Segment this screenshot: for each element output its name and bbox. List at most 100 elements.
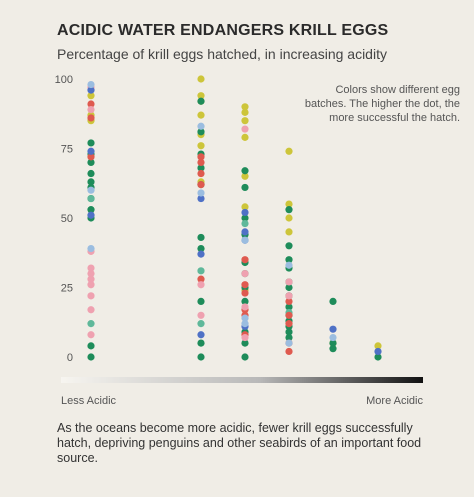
data-point-teal [87,320,95,328]
data-point-pink [87,105,95,114]
data-point-teal [241,219,249,228]
chart-subtitle: Percentage of krill eggs hatched, in inc… [57,46,387,62]
data-point-green [197,244,205,253]
data-point-blue [197,250,205,258]
data-point-yellow [241,117,249,125]
data-point-lightblue [241,236,249,244]
data-point-green [329,297,337,305]
data-point-green [241,297,249,305]
data-point-blue [241,228,249,236]
data-point-lightblue [241,320,249,328]
data-point-green [329,339,337,347]
data-point-green [241,353,249,361]
data-point-lightblue [87,244,95,253]
data-point-green [87,342,95,350]
data-point-green [241,183,249,192]
data-point-lightblue [87,186,95,194]
data-point-yellow [241,103,249,111]
data-point-lightblue [197,189,205,197]
data-point-pink [197,281,205,289]
y-tick-label: 25 [61,283,73,295]
data-point-red [87,153,95,161]
acidity-label-less: Less Acidic [61,395,117,407]
data-point-pink [241,125,249,133]
data-point-pink [241,270,249,278]
footer-caption: As the oceans become more acidic, fewer … [57,421,422,465]
data-point-red [285,320,293,328]
data-point-green [285,333,293,342]
data-point-lightblue [87,80,95,89]
data-point-blue [197,331,205,339]
data-point-blue [329,325,337,333]
data-point-pink [241,333,249,342]
data-point-green [241,167,249,175]
data-point-red [197,169,205,178]
data-point-green [87,206,95,214]
data-point-pink [87,270,95,278]
data-point-lightblue [197,122,205,130]
data-point-red [87,114,95,122]
data-point-red [285,311,293,319]
data-point-pink [197,311,205,319]
data-point-pink [87,306,95,314]
data-point-teal [87,194,95,203]
data-point-lightblue [241,314,249,322]
data-point-green [285,283,293,292]
data-point-green [197,128,205,136]
data-point-red [197,153,205,161]
data-point-green [285,206,293,214]
data-point-green [197,339,205,347]
data-point-blue [87,147,95,155]
data-point-yellow [374,342,382,350]
data-point-yellow [241,203,249,211]
data-point-green [197,164,205,172]
data-point-blue [197,194,205,203]
data-point-red [285,297,293,305]
data-point-pink [87,331,95,339]
data-point-green [197,233,205,242]
data-point-green [87,178,95,186]
chart-title: ACIDIC WATER ENDANGERS KRILL EGGS [57,22,389,39]
data-point-pink [87,281,95,289]
data-point-red [197,158,205,166]
scatter-chart: 0 25 50 75 100 [55,74,382,364]
data-point-blue [374,347,382,356]
data-point-yellow [197,111,205,119]
data-point-yellow [285,200,293,208]
data-point-lightblue [285,261,293,269]
data-point-green [87,158,95,166]
data-point-yellow [241,172,249,180]
data-point-red [241,289,249,297]
acidity-gradient-bar [61,377,423,383]
data-point-blue [87,211,95,219]
data-point-green [87,139,95,147]
data-point-green [197,353,205,361]
data-point-blue [241,208,249,217]
data-point-green [241,214,249,222]
data-point-red [87,100,95,108]
data-point-yellow [241,108,249,116]
acidity-label-more: More Acidic [366,395,423,407]
data-point-red [241,281,249,289]
data-point-green [285,303,293,311]
data-point-pink [285,292,293,300]
data-point-green [87,353,95,361]
chart-annotation: Colors show different egg batches. The h… [304,84,460,124]
data-point-green [285,256,293,264]
y-tick-label: 75 [61,144,73,156]
data-point-lightblue [285,339,293,347]
data-point-red [197,181,205,189]
data-point-yellow [241,133,249,141]
data-point-yellow [285,147,293,155]
y-tick-label: 0 [67,352,73,364]
data-point-blue [87,86,95,94]
data-point-pink [87,275,95,283]
data-point-yellow [197,75,205,83]
data-point-green [87,169,95,178]
data-point-red [197,275,205,283]
data-point-teal [197,267,205,275]
y-tick-label: 50 [61,213,73,225]
data-point-green [374,353,382,361]
data-point-green [197,97,205,105]
data-point-red [285,347,293,356]
